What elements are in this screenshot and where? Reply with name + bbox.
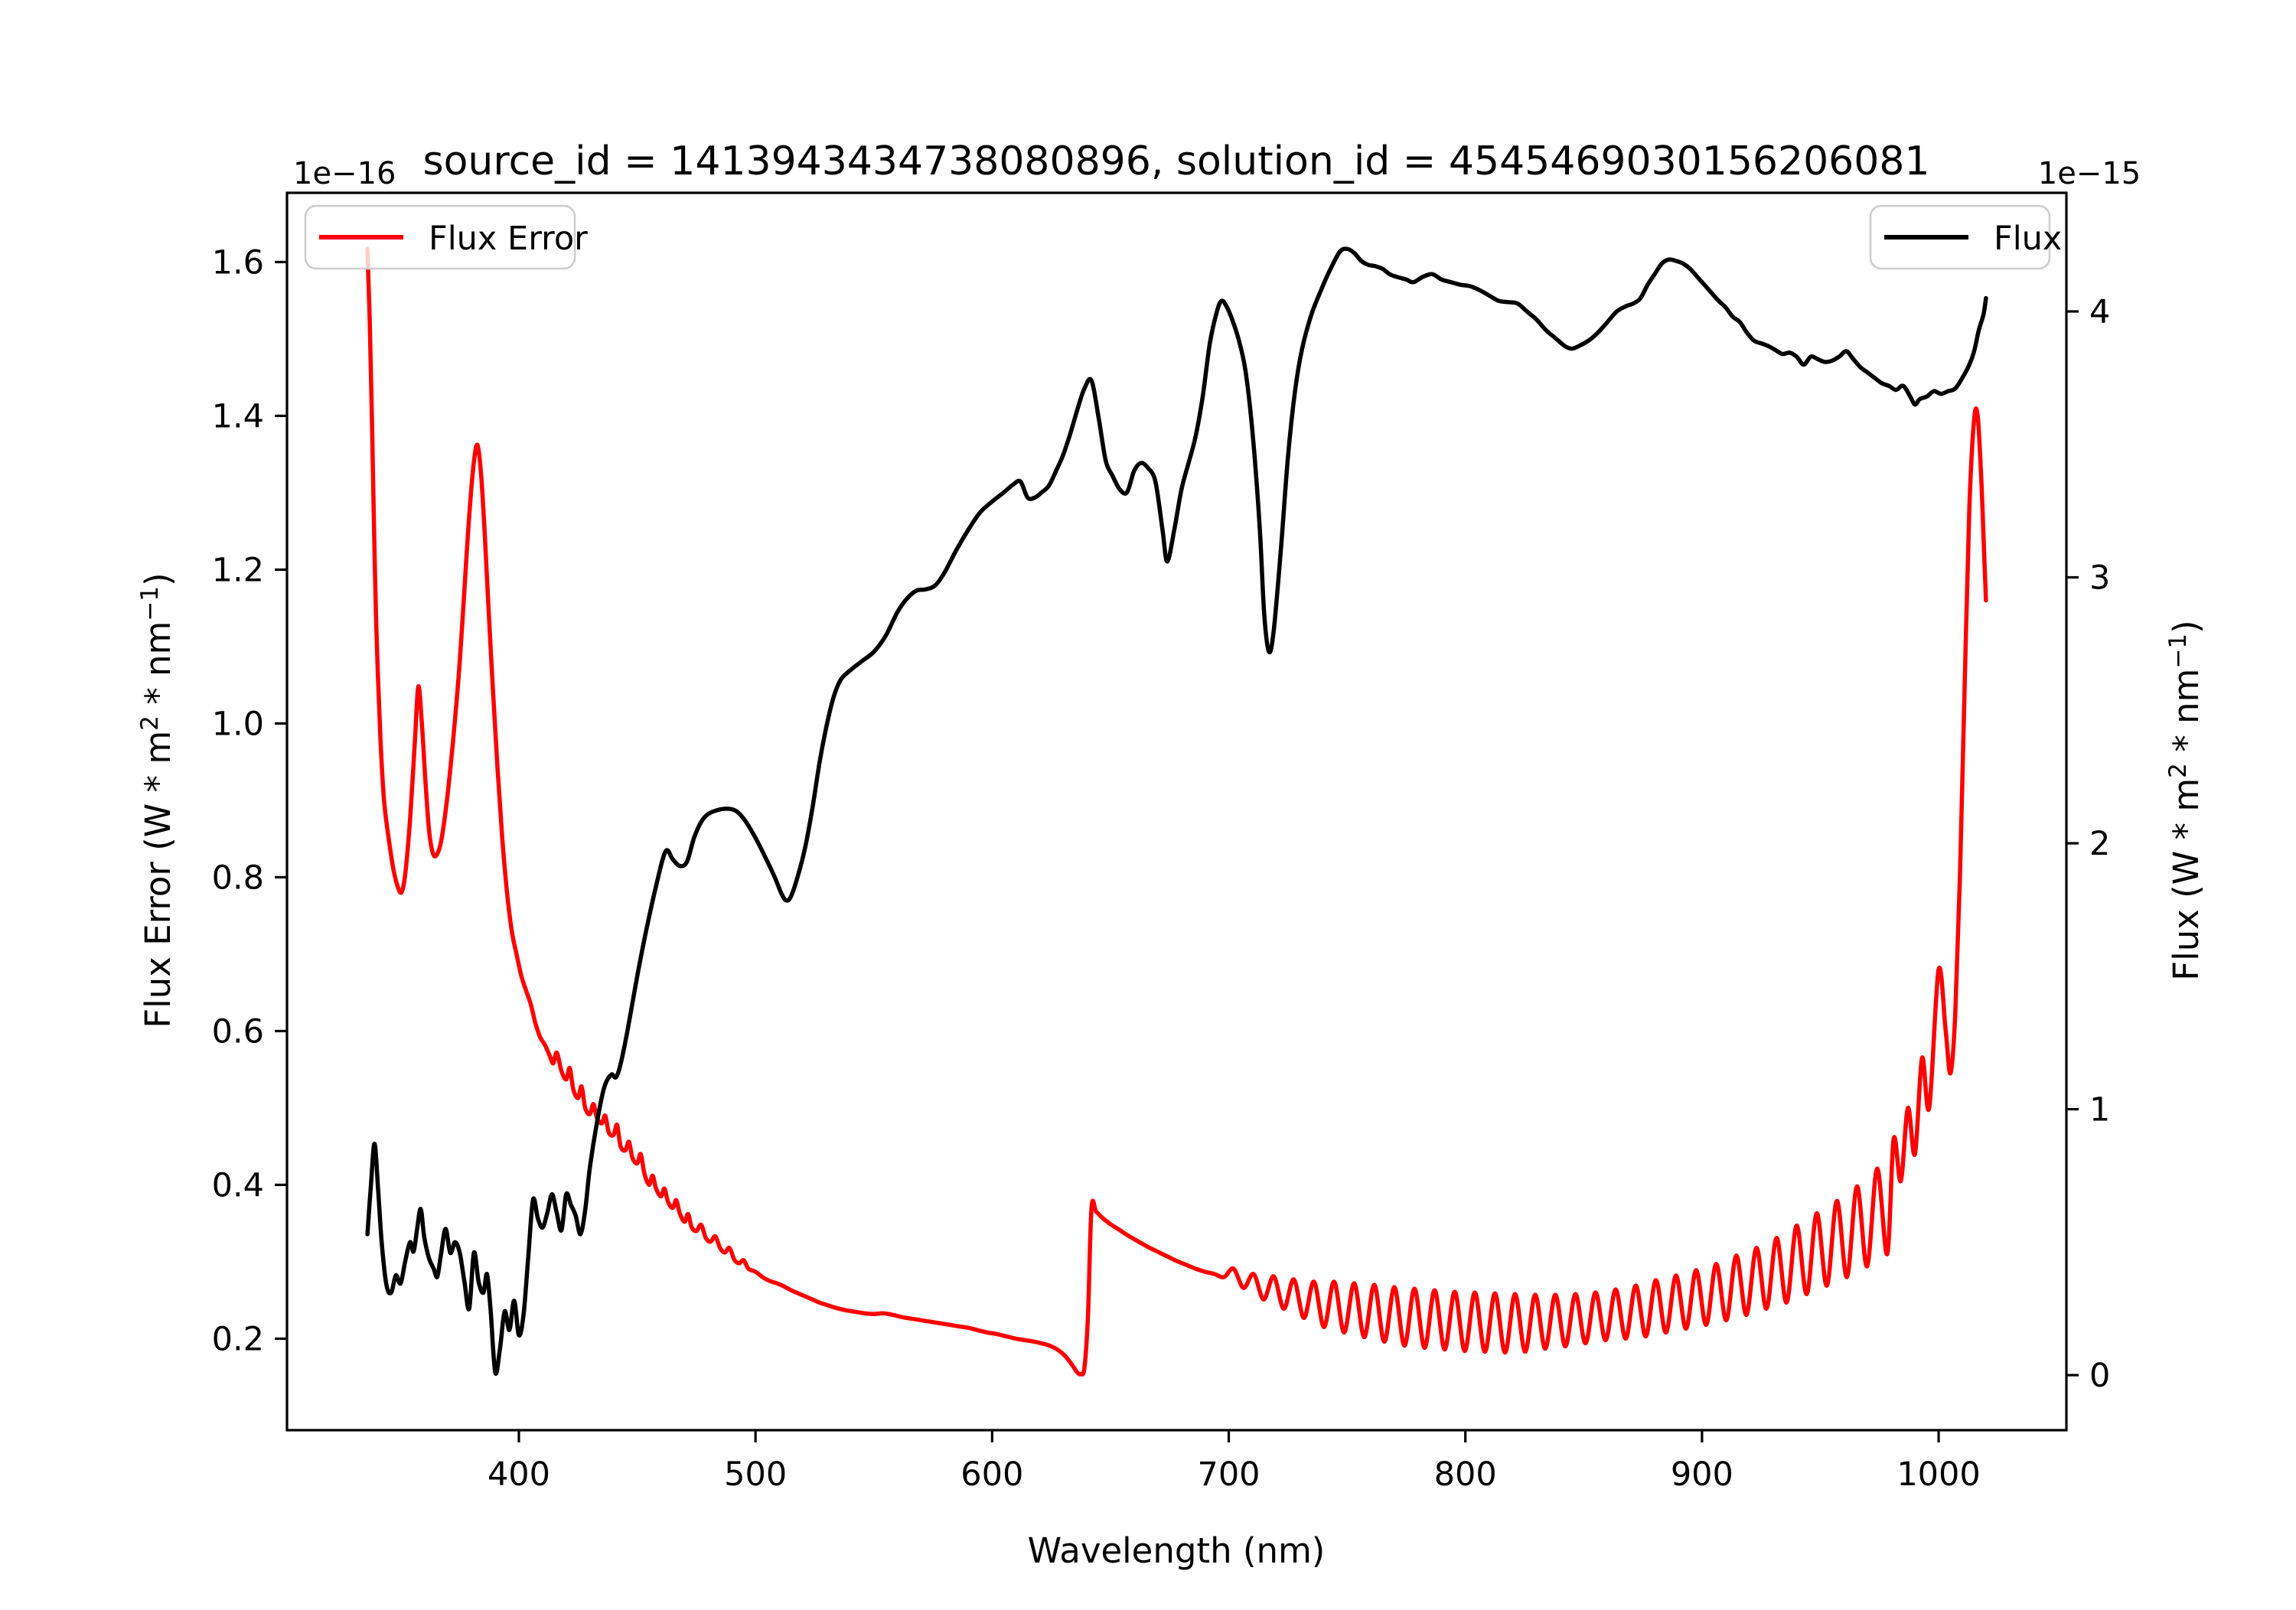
y-right-tick-label: 1: [2089, 1091, 2110, 1129]
legend-flux: Flux: [1869, 204, 2062, 270]
x-axis-label: Wavelength (nm): [1028, 1530, 1326, 1571]
legend-flux-error-label: Flux Error: [429, 220, 588, 258]
y-right-tick-label: 3: [2089, 559, 2110, 598]
y-right-axis-label: Flux (W * m2 * nm−1): [2164, 620, 2206, 980]
y-left-tick-label: 1.2: [212, 551, 264, 589]
chart-title: source_id = 1413943434738080896, solutio…: [422, 139, 1929, 184]
x-tick-label: 900: [1671, 1455, 1733, 1494]
x-tick-label: 700: [1197, 1455, 1260, 1494]
flux-line: [365, 246, 1988, 1377]
y-right-tick-label: 0: [2089, 1357, 2110, 1395]
x-tick-label: 1000: [1896, 1455, 1980, 1494]
plot-area: [285, 191, 2068, 1432]
legend-flux-label: Flux: [1994, 220, 2062, 258]
y-left-tick-label: 0.6: [212, 1012, 264, 1051]
x-tick-label: 500: [724, 1455, 787, 1494]
x-tick-label: 800: [1434, 1455, 1497, 1494]
y-left-tick-label: 1.4: [212, 397, 264, 435]
y-left-tick-label: 0.4: [212, 1166, 264, 1204]
y-right-tick-label: 2: [2089, 825, 2110, 863]
y-left-tick-label: 1.0: [212, 705, 264, 743]
y-left-tick-label: 0.8: [212, 859, 264, 897]
x-tick-label: 400: [488, 1455, 550, 1494]
y-right-tick-label: 4: [2089, 293, 2110, 331]
y-left-tick-label: 0.2: [212, 1320, 264, 1358]
y-left-tick-label: 1.6: [212, 243, 264, 282]
flux-error-line: [365, 246, 1988, 1377]
legend-flux-error: Flux Error: [304, 204, 588, 270]
y-right-offset-text: 1e−15: [2038, 156, 2141, 191]
y-left-axis-label: Flux Error (W * m2 * nm−1): [136, 572, 178, 1028]
x-tick-label: 600: [960, 1455, 1023, 1494]
y-left-offset-text: 1e−16: [293, 156, 396, 191]
